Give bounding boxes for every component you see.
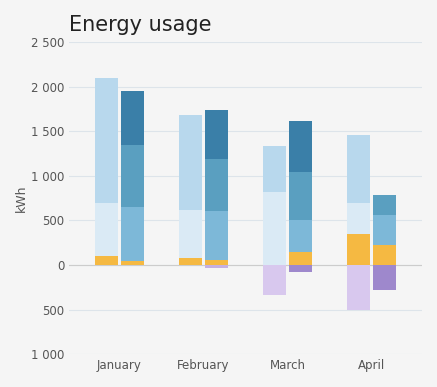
Bar xyxy=(205,212,228,265)
Bar xyxy=(179,115,202,210)
Bar xyxy=(347,135,370,202)
Bar xyxy=(289,265,312,272)
Bar xyxy=(95,256,118,265)
Bar xyxy=(95,202,118,265)
Bar xyxy=(121,260,144,265)
Text: Energy usage: Energy usage xyxy=(69,15,212,35)
Bar xyxy=(263,146,286,192)
Bar xyxy=(263,265,286,295)
Bar xyxy=(179,210,202,265)
Y-axis label: kWh: kWh xyxy=(15,184,28,212)
Bar xyxy=(205,159,228,212)
Bar xyxy=(347,234,370,265)
Bar xyxy=(373,215,396,265)
Bar xyxy=(121,91,144,145)
Bar xyxy=(121,145,144,207)
Bar xyxy=(289,172,312,221)
Bar xyxy=(373,245,396,265)
Bar xyxy=(121,207,144,265)
Bar xyxy=(347,202,370,265)
Bar xyxy=(289,121,312,172)
Bar xyxy=(205,260,228,265)
Bar xyxy=(205,265,228,268)
Bar xyxy=(179,258,202,265)
Bar xyxy=(373,195,396,215)
Bar xyxy=(347,265,370,310)
Bar xyxy=(373,265,396,290)
Bar xyxy=(289,221,312,265)
Bar xyxy=(263,192,286,265)
Bar xyxy=(95,78,118,202)
Bar xyxy=(289,252,312,265)
Bar xyxy=(205,110,228,159)
